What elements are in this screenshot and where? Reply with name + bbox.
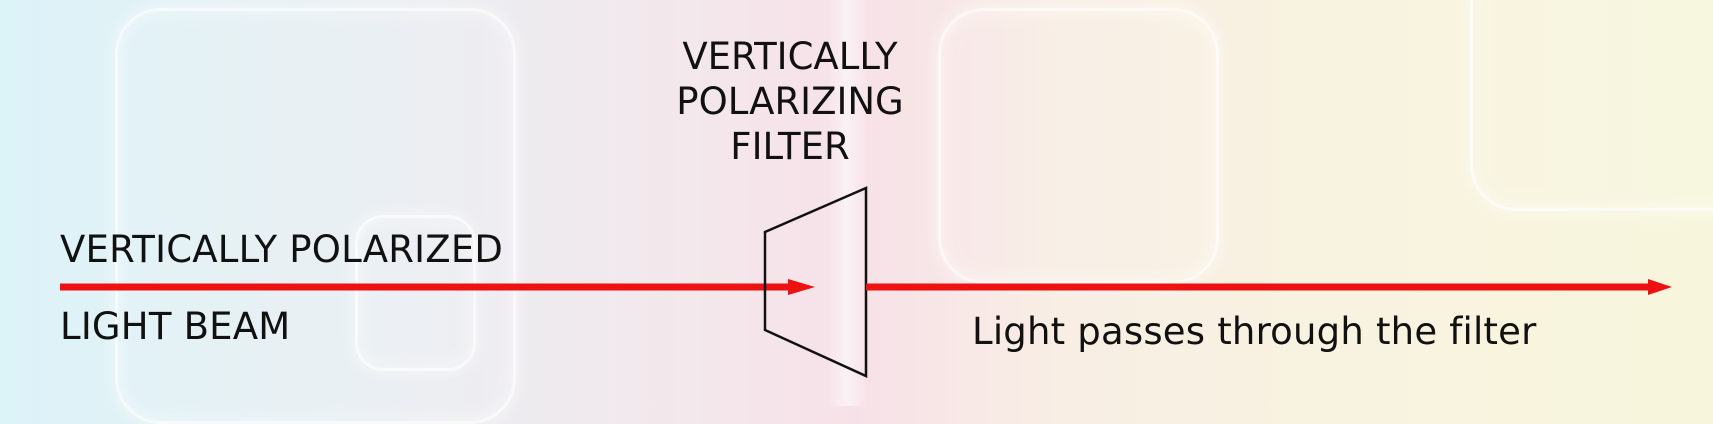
polarization-diagram <box>60 186 1672 378</box>
incoming-beam-arrowhead <box>788 279 815 295</box>
result-label: Light passes through the filter <box>972 310 1537 353</box>
filter-label-line3: FILTER <box>730 125 850 168</box>
filter-label-line1: VERTICALLY <box>682 35 898 78</box>
filter-label: VERTICALLY POLARIZING FILTER <box>655 34 925 169</box>
background-glow-frame <box>938 8 1219 284</box>
filter-label-line2: POLARIZING <box>676 80 904 123</box>
polarizing-filter <box>763 186 868 378</box>
background-glow-frame <box>1470 0 1713 211</box>
transmitted-beam-arrowhead <box>1648 279 1672 295</box>
beam-label-line2: LIGHT BEAM <box>60 305 291 348</box>
beam-label-line1: VERTICALLY POLARIZED <box>60 228 504 271</box>
background-glow-frame <box>355 215 476 371</box>
